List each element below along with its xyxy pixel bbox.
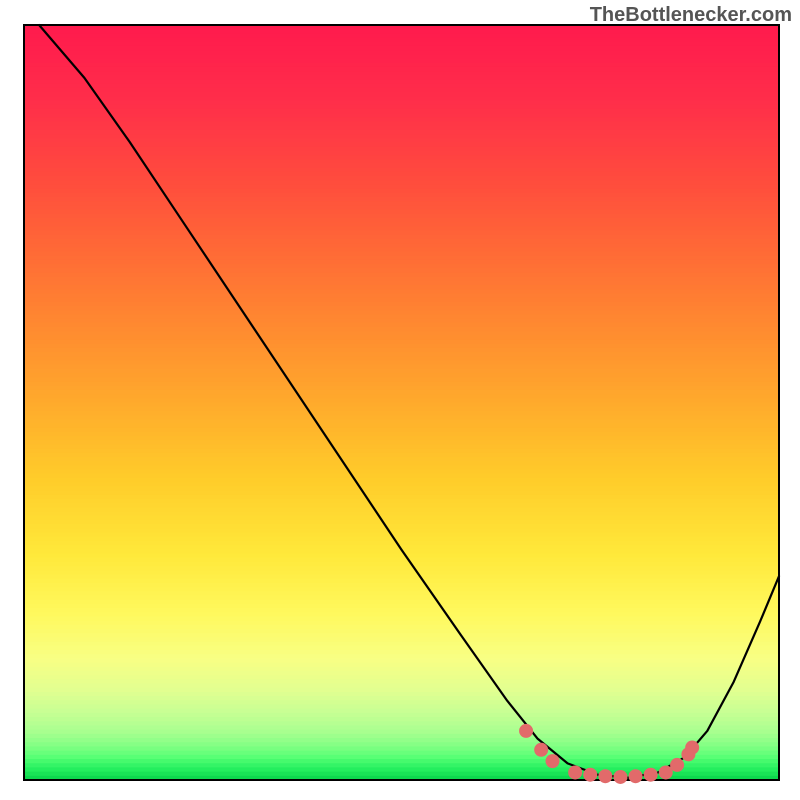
bottleneck-chart [0, 0, 800, 800]
watermark-label: TheBottlenecker.com [590, 4, 792, 27]
chart-container: TheBottlenecker.com [0, 0, 800, 800]
